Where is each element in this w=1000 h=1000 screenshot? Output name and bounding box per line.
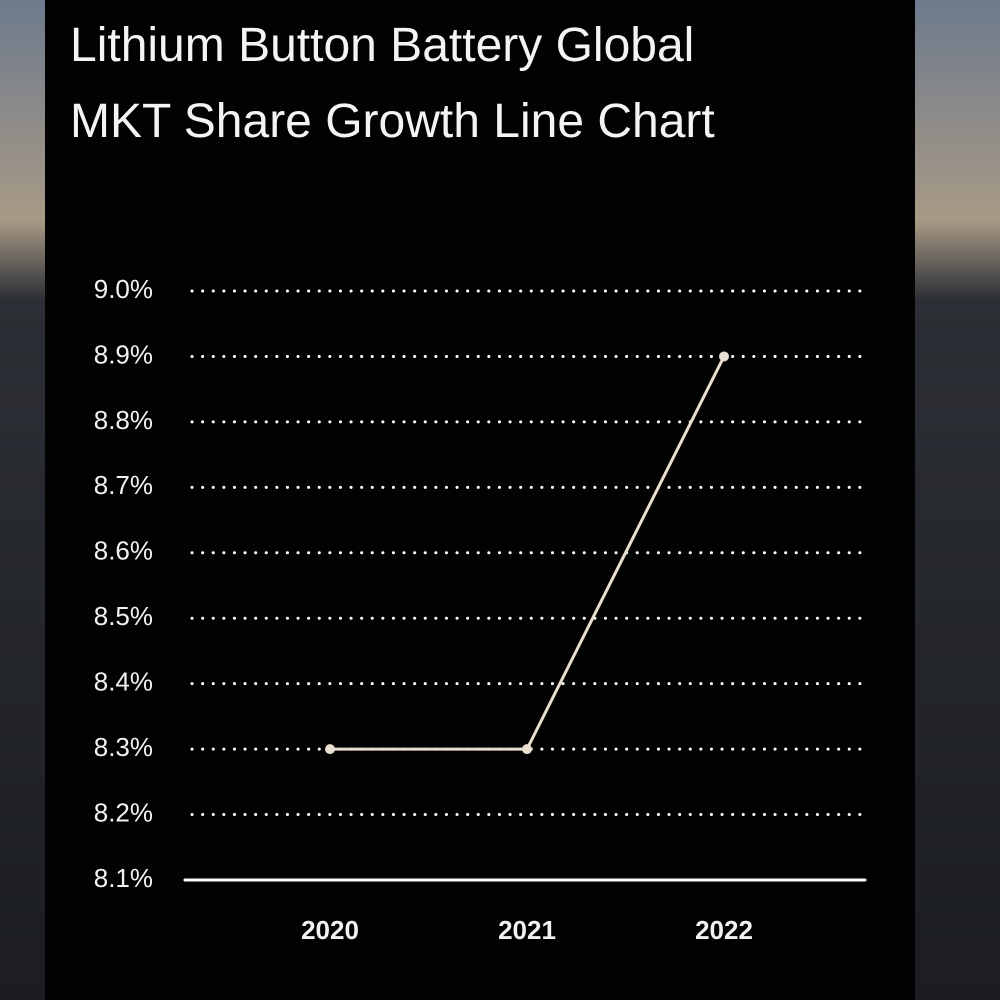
data-line: [330, 355, 726, 751]
y-tick-label: 8.1%: [94, 863, 153, 893]
data-point: [522, 744, 532, 755]
y-tick-label: 8.8%: [94, 405, 153, 435]
y-tick-label: 9.0%: [94, 274, 153, 304]
y-tick-label: 8.5%: [94, 601, 153, 631]
chart-panel: [45, 0, 915, 1000]
x-tick-label: 2021: [498, 915, 556, 945]
y-tick-label: 8.6%: [94, 536, 153, 566]
y-tick-label: 8.4%: [94, 667, 153, 697]
data-point: [325, 744, 335, 755]
x-tick-label: 2020: [301, 915, 359, 945]
y-tick-label: 8.7%: [94, 470, 153, 500]
y-tick-label: 8.2%: [94, 797, 153, 827]
chart-title: Lithium Button Battery Global MKT Share …: [70, 19, 715, 148]
y-tick-label: 8.3%: [94, 732, 153, 762]
data-point: [719, 351, 729, 362]
x-tick-label: 2022: [695, 915, 753, 945]
y-tick-label: 8.9%: [94, 339, 153, 369]
